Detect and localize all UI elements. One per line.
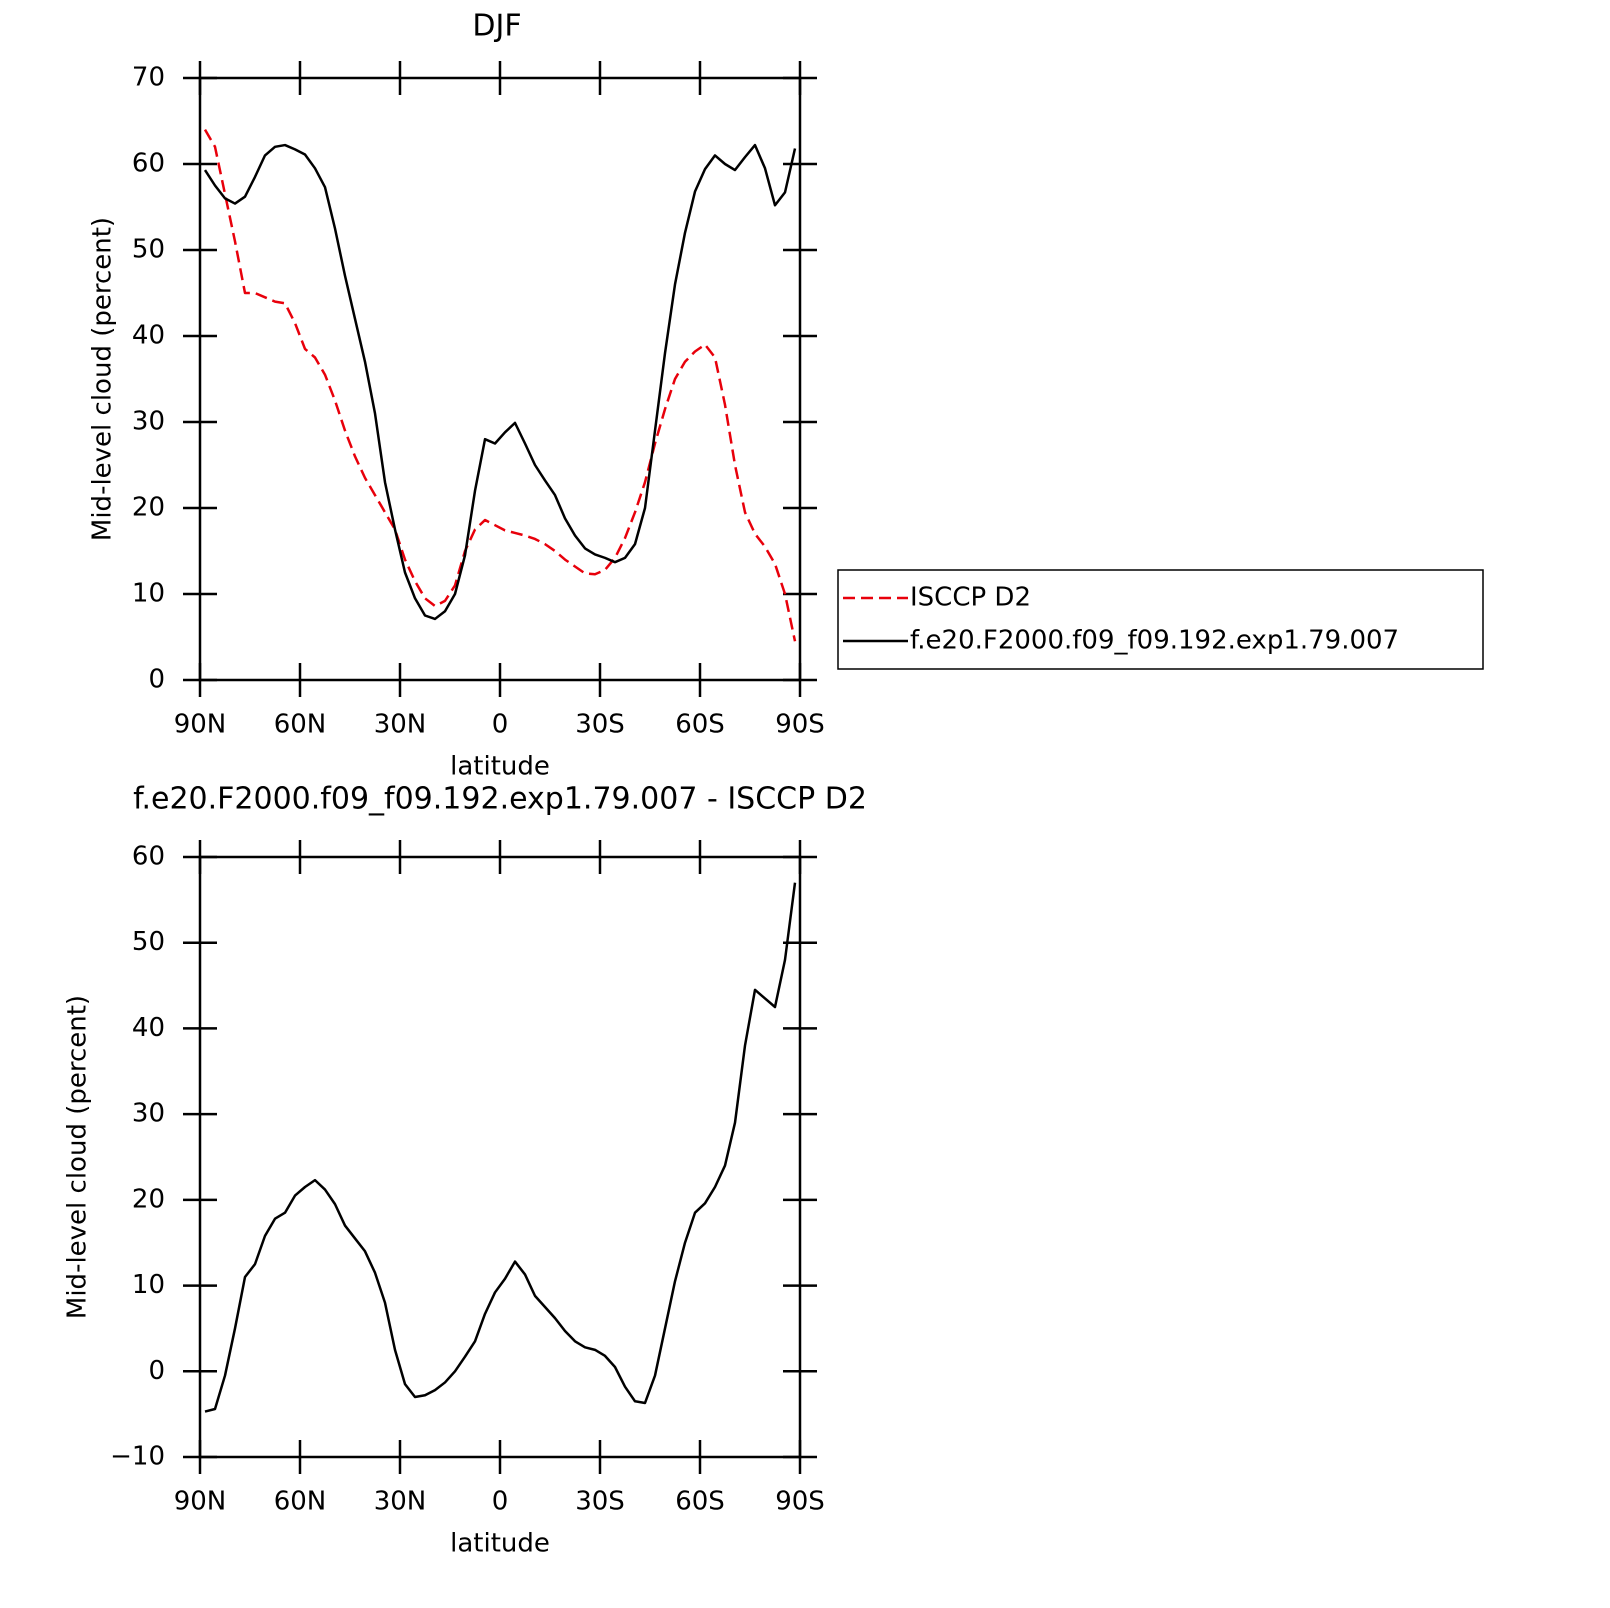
y-tick-label: 0 (148, 665, 165, 695)
data-line (203, 128, 797, 642)
y-tick-label: 70 (132, 63, 165, 93)
data-line (203, 143, 797, 621)
y-tick-label: 40 (132, 321, 165, 351)
x-tick-label: 90N (174, 710, 227, 740)
x-tick-label: 90S (775, 710, 825, 740)
x-tick-label: 30S (575, 710, 625, 740)
x-tick-label: 0 (492, 710, 509, 740)
y-tick-label: 30 (132, 1099, 165, 1129)
y-axis-label: Mid-level cloud (percent) (88, 217, 118, 541)
y-tick-label: 60 (132, 149, 165, 179)
plot-frame (198, 76, 802, 682)
x-tick-label: 60S (675, 1487, 725, 1517)
x-tick-label: 30N (374, 1487, 427, 1517)
x-tick-label: 30S (575, 1487, 625, 1517)
panel: DJF 0 10 20 30 40 50 60 70 90N 60N 30N 0 30S 60S 90S lat… (88, 9, 1484, 782)
x-tick-label: 0 (492, 1487, 509, 1517)
chart-title: f.e20.F2000.f09_f09.192.exp1.79.007 - IS… (133, 782, 867, 817)
legend-label: f.e20.F2000.f09_f09.192.exp1.79.007 (910, 626, 1399, 656)
x-tick-label: 30N (374, 710, 427, 740)
x-axis-label: latitude (450, 1529, 550, 1559)
legend-label: ISCCP D2 (910, 583, 1031, 613)
y-tick-label: 30 (132, 407, 165, 437)
data-line (204, 882, 797, 1413)
y-tick-label: 20 (132, 1184, 165, 1214)
panel: f.e20.F2000.f09_f09.192.exp1.79.007 - IS… (63, 782, 867, 1559)
y-axis-label: Mid-level cloud (percent) (63, 995, 93, 1319)
y-tick-label: 40 (132, 1013, 165, 1043)
y-tick-label: 60 (132, 842, 165, 872)
y-tick-label: 10 (132, 579, 165, 609)
x-tick-label: 60S (675, 710, 725, 740)
legend-box (837, 569, 1484, 670)
y-tick-label: 0 (148, 1356, 165, 1386)
y-tick-label: −10 (110, 1442, 165, 1472)
y-tick-label: 50 (132, 927, 165, 957)
chart-title: DJF (472, 9, 521, 44)
plot-frame (198, 855, 802, 1459)
x-tick-label: 90S (775, 1487, 825, 1517)
y-tick-label: 50 (132, 235, 165, 265)
x-tick-label: 90N (174, 1487, 227, 1517)
x-tick-label: 60N (274, 1487, 327, 1517)
y-tick-label: 20 (132, 493, 165, 523)
x-tick-label: 60N (274, 710, 327, 740)
y-tick-label: 10 (132, 1270, 165, 1300)
x-axis-label: latitude (450, 752, 550, 782)
